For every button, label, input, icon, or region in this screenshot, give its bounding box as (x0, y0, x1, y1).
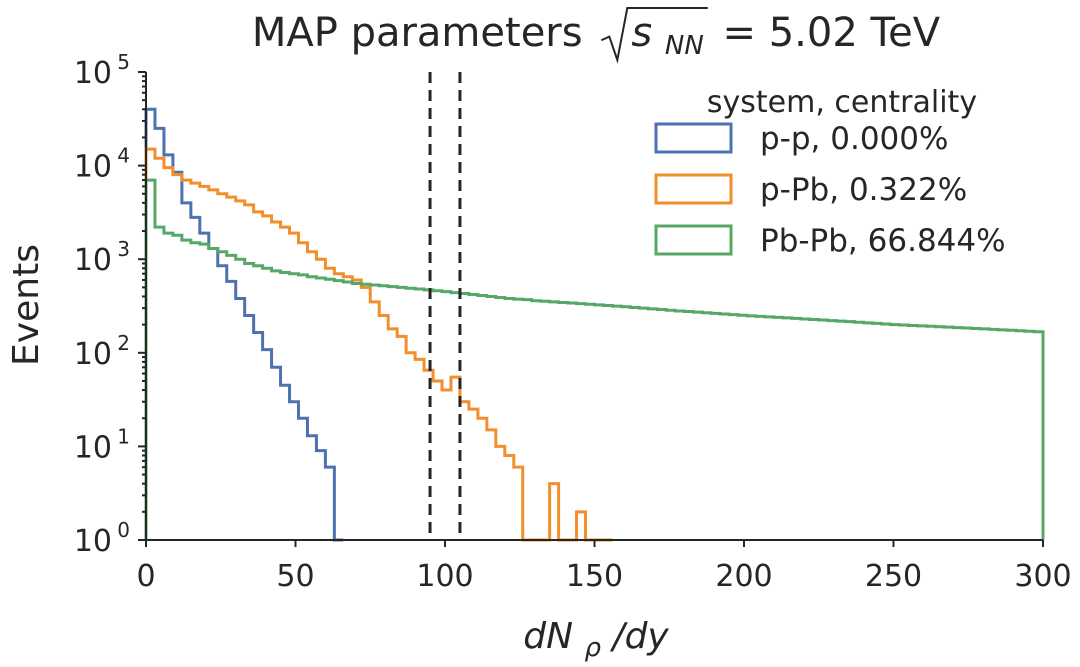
y-tick-label: 10 2 (74, 331, 130, 372)
x-tick-label: 100 (416, 559, 473, 594)
title-equals: = 5.02 TeV (723, 10, 941, 56)
y-tick-label: 10 4 (74, 144, 130, 185)
plot-area (144, 107, 1045, 542)
vertical-lines (428, 72, 462, 540)
chart-title: MAP parameters s NN = 5.02 TeV (252, 10, 941, 64)
x-axis-label-subscript: ρ (584, 633, 601, 663)
x-tick-label: 0 (136, 559, 155, 594)
legend-title: system, centrality (707, 85, 977, 120)
x-axis-label: dN ρ /dy (523, 616, 669, 665)
legend-label-0: p-p, 0.000% (760, 121, 948, 157)
legend-swatch-2 (654, 224, 733, 256)
x-tick-label: 150 (566, 559, 623, 594)
y-axis-label: Events (6, 244, 47, 366)
x-tick-label: 250 (865, 559, 922, 594)
x-axis-label-main: dN (523, 616, 573, 657)
x-tick-label: 200 (715, 559, 772, 594)
x-axis-label-tail: /dy (609, 616, 669, 657)
y-tick-label: 10 5 (74, 50, 130, 91)
series-2-histogram (144, 178, 1045, 540)
x-tick-label: 50 (276, 559, 314, 594)
legend-swatch-1 (654, 173, 733, 205)
x-axis: 0 50 100 150 200 250 300 (136, 539, 1072, 594)
series-0-histogram (144, 107, 344, 542)
title-sqrt-argument: s (631, 10, 652, 56)
x-tick-label: 300 (1014, 559, 1071, 594)
legend: system, centrality p-p, 0.000% p-Pb, 0.32… (654, 85, 1006, 259)
legend-label-1: p-Pb, 0.322% (760, 172, 967, 208)
y-tick-label: 10 1 (74, 424, 130, 465)
series-1-histogram (144, 147, 613, 542)
y-tick-label: 10 3 (74, 237, 130, 278)
legend-label-2: Pb-Pb, 66.844% (760, 223, 1006, 259)
title-sqrt-sign (600, 7, 708, 64)
chart-title-text: MAP parameters (252, 10, 583, 56)
title-subscript: NN (665, 31, 704, 61)
legend-swatch-0 (654, 122, 733, 154)
y-tick-label: 10 0 (74, 518, 130, 559)
